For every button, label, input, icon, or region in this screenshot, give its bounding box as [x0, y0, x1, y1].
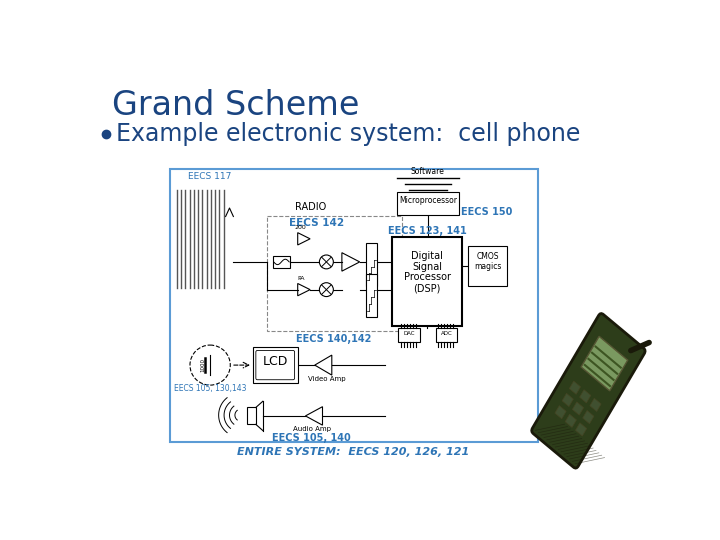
- Bar: [366, 274, 377, 316]
- Text: Audio Amp: Audio Amp: [292, 426, 330, 433]
- Text: Microprocessor: Microprocessor: [399, 197, 457, 205]
- Text: (DSP): (DSP): [413, 283, 441, 293]
- Text: 200: 200: [294, 225, 306, 230]
- Text: Video Amp: Video Amp: [307, 375, 345, 381]
- Text: PA: PA: [297, 276, 305, 281]
- Circle shape: [190, 345, 230, 385]
- Bar: [468, 246, 507, 286]
- FancyBboxPatch shape: [256, 350, 294, 380]
- Text: magics: magics: [474, 262, 501, 271]
- Bar: [253, 347, 297, 383]
- Bar: [392, 237, 462, 326]
- Text: DAC: DAC: [403, 331, 415, 336]
- Text: EECS 117: EECS 117: [189, 172, 232, 181]
- Text: EECS 105, 130,143: EECS 105, 130,143: [174, 384, 246, 393]
- Text: ADC: ADC: [441, 331, 452, 336]
- Text: EECS 105, 140: EECS 105, 140: [272, 433, 351, 443]
- Text: Processor: Processor: [404, 272, 451, 282]
- Bar: [366, 244, 377, 286]
- Text: 1000: 1000: [201, 358, 206, 372]
- Text: Example electronic system:  cell phone: Example electronic system: cell phone: [116, 122, 580, 146]
- Bar: [273, 256, 290, 268]
- Text: EECS 150: EECS 150: [461, 207, 513, 217]
- Bar: [170, 168, 538, 442]
- Text: Signal: Signal: [412, 261, 442, 272]
- Bar: [397, 192, 459, 215]
- Bar: [248, 408, 256, 424]
- Text: RADIO: RADIO: [295, 201, 326, 212]
- Text: EECS 123, 141: EECS 123, 141: [388, 226, 467, 236]
- Text: LCD: LCD: [263, 355, 288, 368]
- Text: ENTIRE SYSTEM:  EECS 120, 126, 121: ENTIRE SYSTEM: EECS 120, 126, 121: [238, 447, 469, 457]
- Text: EECS 142: EECS 142: [289, 219, 344, 228]
- Text: EECS 140,142: EECS 140,142: [297, 334, 372, 344]
- Text: Software: Software: [411, 167, 445, 176]
- Circle shape: [320, 283, 333, 296]
- Bar: [398, 328, 420, 342]
- Text: Digital: Digital: [411, 251, 443, 261]
- Text: CMOS: CMOS: [477, 252, 499, 261]
- Text: Grand Scheme: Grand Scheme: [112, 90, 359, 123]
- Circle shape: [320, 255, 333, 269]
- Bar: [266, 215, 402, 331]
- Bar: [436, 328, 457, 342]
